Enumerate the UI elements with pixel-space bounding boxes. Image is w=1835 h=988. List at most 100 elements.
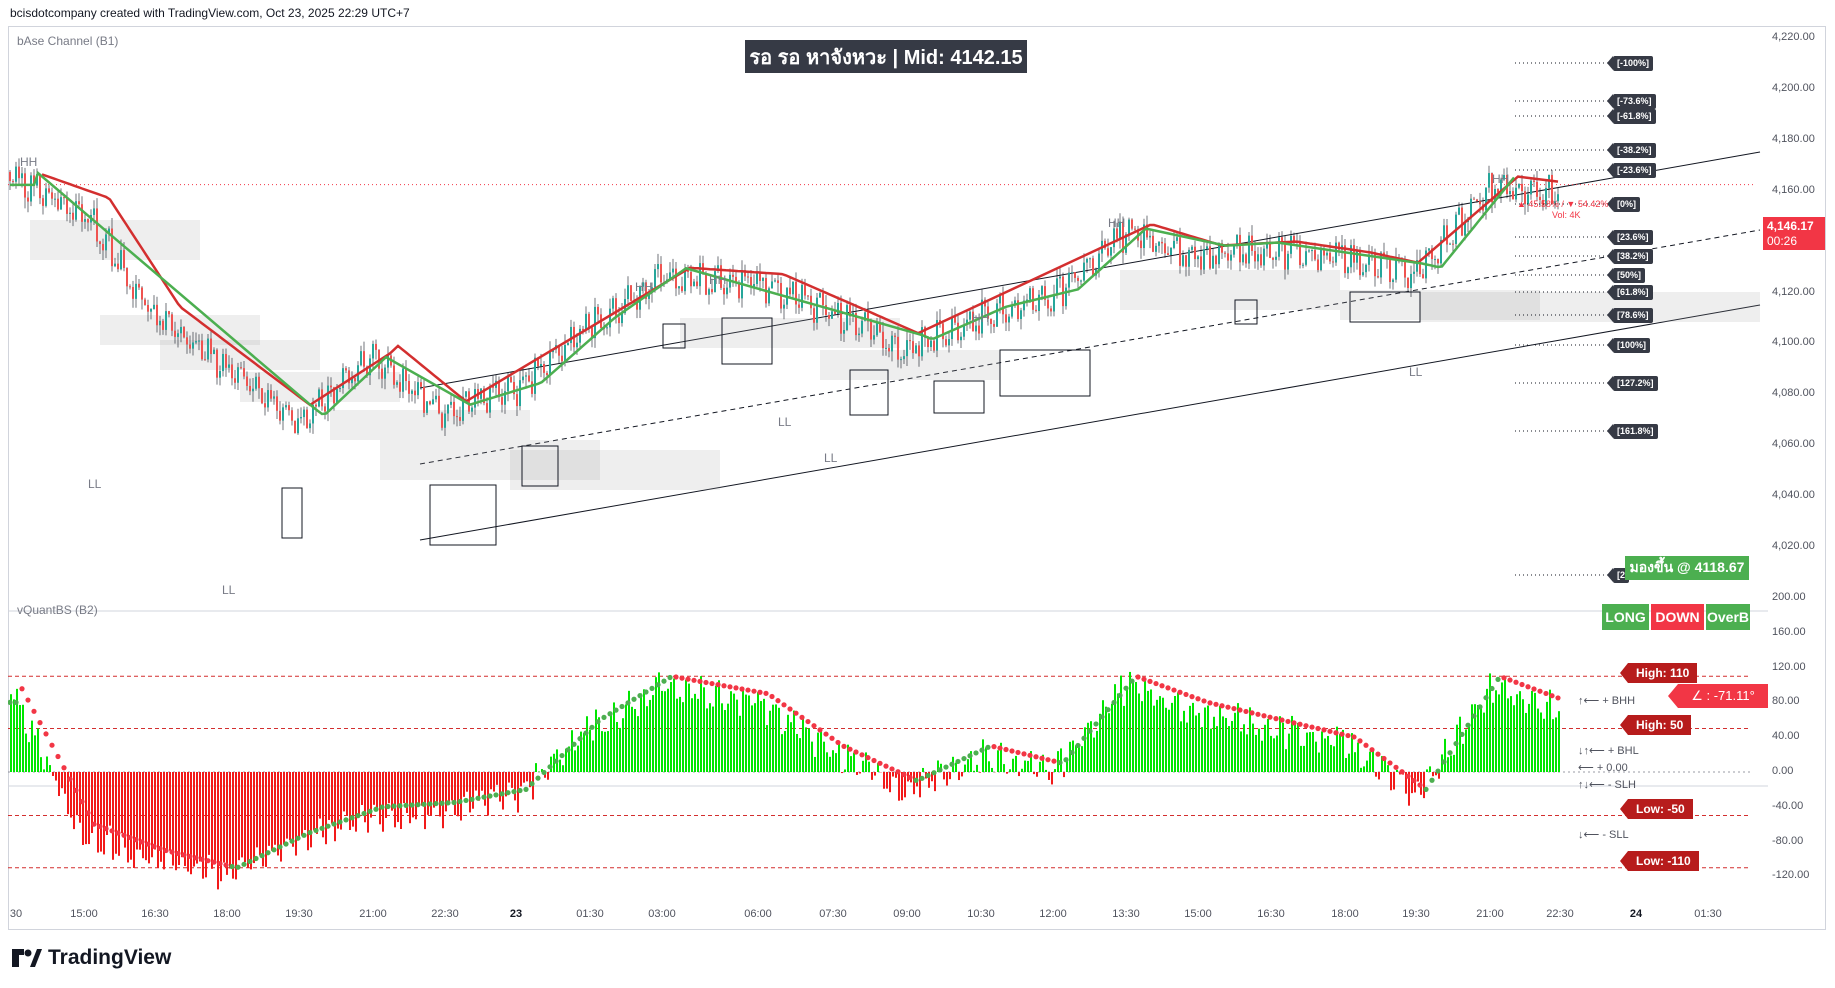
candle-body [1509,191,1511,195]
candle-body [360,351,362,366]
oscillator-bar [1270,735,1272,772]
overbought-signal: OverB [1706,604,1750,630]
oscillator-bar [733,693,735,772]
main-pane-label: bAse Channel (B1) [17,34,119,48]
candle-body [921,327,923,357]
oscillator-dot [1129,678,1135,684]
oscillator-bar [808,728,810,772]
oscillator-dot [715,682,721,688]
oscillator-bar [1165,707,1167,772]
oscillator-bar [1489,673,1491,772]
oscillator-dot [949,761,955,767]
candle-body [18,166,20,179]
candle-body [423,386,425,413]
candle-body [1107,248,1109,256]
candle-body [930,340,932,348]
oscillator-bar [1108,713,1110,772]
oscillator-dot [1105,707,1111,713]
candle-body [1047,299,1049,309]
oscillator-dot [1057,759,1063,766]
candle-body [1203,249,1205,270]
oscillator-dot [433,800,439,807]
oscillator-bar [13,699,15,772]
oscillator-dot [1351,734,1357,740]
chart-frame [8,26,1826,930]
oscillator-bar [448,772,450,804]
oscillator-dot [895,769,901,775]
candle-body [906,340,908,357]
candle-body [21,173,23,179]
oscillator-bar [1000,742,1002,772]
fib-level-label: [38.2%] [1607,249,1653,264]
candle-body [564,344,566,362]
candle-body [1446,225,1448,245]
oscillator-bar [943,772,945,780]
candle-body [828,314,830,319]
oscillator-bar [250,772,252,870]
ratio-info: ▲ 45.58% / ▼ 54.42% [1517,199,1609,209]
oscillator-bar [1501,682,1503,772]
oscillator-dot [1063,757,1069,763]
candle-body [1359,251,1361,276]
oscillator-bar [337,772,339,829]
oscillator-dot [187,853,193,859]
oscillator-bar [892,772,894,777]
oscillator-bar [1189,705,1191,772]
oscillator-bar [1012,758,1014,772]
oscillator-bar [166,772,168,850]
oscillator-bar [1384,760,1386,772]
oscillator-bar [658,672,660,772]
candle-body [1419,260,1421,275]
oscillator-bar [1177,692,1179,772]
oscillator-bar [1102,700,1104,772]
higher-high-label: HH [1492,172,1510,186]
candle-body [1017,300,1019,320]
candle-body [768,288,770,304]
oscillator-bar [523,772,525,783]
time-tick: 21:00 [359,908,387,920]
level-high-110: High: 110 [1619,663,1698,683]
candle-body [1488,173,1490,188]
oscillator-bar [1141,701,1143,772]
oscillator-bar [1258,728,1260,772]
candle-body [951,316,953,340]
candle-body [450,401,452,405]
oscillator-bar [151,772,153,858]
candle-body [168,311,170,315]
oscillator-bar [181,772,183,858]
oscillator-dot [1177,689,1183,695]
oscillator-dot [1531,686,1537,692]
candle-body [246,376,248,386]
candle-body [1236,234,1238,246]
oscillator-bar [118,772,120,856]
tradingview-logo[interactable]: TradingView [12,946,171,970]
candle-body [618,317,620,324]
oscillator-bar [937,760,939,772]
oscillator-dot [1297,721,1303,727]
oscillator-bar [709,703,711,772]
candle-body [1044,286,1046,300]
oscillator-dot [559,752,565,759]
price-tick: 4,040.00 [1772,489,1815,502]
candle-body [561,355,563,362]
candle-body [597,306,599,315]
oscillator-dot [517,787,523,794]
oscillator-bar [757,692,759,772]
oscillator-dot [685,676,691,682]
candle-body [153,304,155,310]
candle-body [837,302,839,314]
candle-body [1263,248,1265,266]
oscillator-bar [1132,681,1134,772]
oscillator-bar [823,741,825,772]
candle-body [912,341,914,354]
chart-canvas[interactable] [8,26,1768,906]
candle-body [684,268,686,292]
candle-body [744,270,746,277]
oscillator-dot [439,800,445,806]
candle-body [1035,309,1037,312]
candle-body [48,188,50,193]
candle-body [1317,259,1319,271]
oscillator-dot [259,853,265,859]
oscillator-bar [334,772,336,842]
oscillator-bar [1438,772,1440,779]
